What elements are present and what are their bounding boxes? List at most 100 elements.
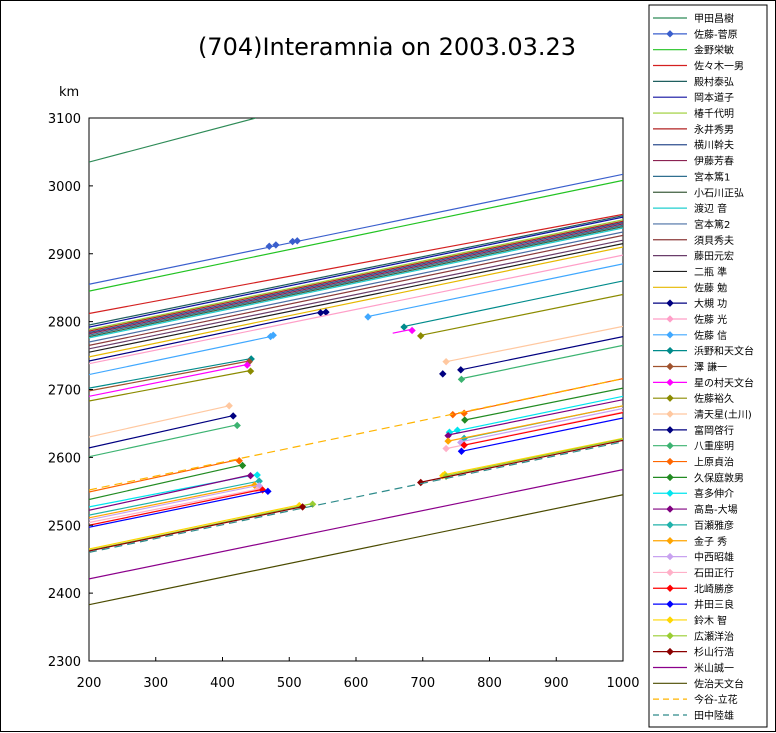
data-point-25-1 [246, 367, 255, 375]
data-point-21-3 [364, 313, 372, 321]
x-tick-label: 400 [210, 676, 235, 691]
legend-label-22: 浜野和天文台 [694, 345, 754, 358]
legend-label-26: 清天星(土川) [694, 408, 752, 421]
series-line-21-2 [369, 263, 623, 317]
series-line-6-1 [89, 216, 623, 328]
x-tick-label: 800 [477, 676, 502, 691]
y-tick-label: 2700 [48, 384, 81, 399]
data-point-25-2 [417, 332, 425, 340]
data-point-34-2 [444, 437, 452, 445]
series-line-10-1 [89, 223, 623, 335]
legend-label-4: 佐々木一男 [694, 61, 744, 73]
data-point-2-4 [293, 237, 301, 245]
series-line-22-2 [403, 280, 623, 327]
series-line-30-2 [464, 387, 623, 421]
series-line-16-1 [89, 239, 623, 350]
series-line-32-1 [89, 474, 251, 511]
series-line-41-2 [419, 439, 623, 484]
legend-marker-2 [666, 30, 674, 38]
legend-label-31: 喜多伸介 [694, 487, 734, 500]
legend-label-38: 井田三良 [694, 598, 734, 611]
series-line-14-1 [89, 231, 623, 343]
series-line-33-1 [89, 480, 260, 516]
legend-marker-31 [666, 489, 674, 497]
data-point-28-2 [457, 375, 466, 384]
legend-marker-23 [666, 362, 674, 371]
legend-label-2: 佐藤-菅原 [694, 29, 738, 41]
data-point-21-2 [269, 331, 277, 339]
legend-marker-19 [666, 299, 674, 307]
series-line-43-1 [89, 494, 623, 606]
series-line-8-1 [89, 220, 623, 332]
legend-label-32: 高島-大場 [694, 503, 738, 516]
legend-label-37: 北崎勝彦 [694, 582, 734, 595]
y-tick-label: 2400 [48, 587, 81, 602]
legend-label-3: 金野栄敏 [694, 44, 734, 57]
legend-label-15: 須貝秀夫 [694, 235, 734, 247]
y-axis-unit-label: km [59, 85, 79, 100]
legend-marker-41 [666, 647, 674, 656]
data-point-27-2 [439, 370, 447, 378]
series-line-22-1 [89, 357, 253, 389]
series-line-3-1 [89, 179, 623, 292]
data-point-37-2 [460, 441, 468, 449]
x-tick-label: 600 [344, 676, 369, 691]
data-point-2-1 [265, 242, 273, 250]
series-line-5-1 [89, 215, 623, 326]
legend-label-18: 佐藤 勉 [694, 281, 727, 294]
series-line-1-1 [89, 118, 257, 163]
series-line-36-1 [89, 488, 258, 524]
series-line-27-2 [460, 336, 623, 371]
legend-label-25: 佐藤裕久 [694, 392, 734, 405]
series-line-28-2 [461, 344, 623, 380]
data-point-24-1 [243, 361, 251, 369]
series-line-25-1 [89, 369, 251, 402]
legend-label-17: 二瓶 準 [694, 265, 727, 278]
legend-label-23: 澤 謙一 [694, 361, 727, 374]
y-tick-label: 2800 [48, 316, 81, 331]
legend-label-14: 宮本篤2 [694, 218, 730, 231]
y-tick-label: 2600 [48, 451, 81, 466]
plot-area [88, 117, 624, 662]
series-line-25-2 [421, 293, 623, 336]
data-point-26-2 [442, 357, 450, 366]
y-tick-label: 3100 [48, 112, 81, 127]
legend-label-42: 米山誠一 [694, 661, 734, 674]
legend-label-9: 横川幹夫 [694, 139, 734, 152]
x-tick-label: 900 [544, 676, 569, 691]
legend-label-13: 渡辺 音 [694, 202, 727, 215]
series-line-35-1 [89, 484, 260, 521]
legend-marker-37 [666, 584, 674, 592]
legend-marker-38 [666, 600, 674, 608]
legend-label-29: 上原貞治 [694, 456, 734, 469]
data-point-41-1 [298, 503, 307, 511]
legend-label-41: 杉山行浩 [694, 646, 734, 659]
y-tick-label: 2900 [48, 248, 81, 263]
series-line-23-1 [89, 360, 250, 392]
legend-label-27: 富岡啓行 [694, 424, 734, 437]
legend-label-30: 久保庭敦男 [694, 471, 744, 484]
series-line-26-1 [89, 405, 230, 438]
data-point-38-1 [264, 487, 272, 496]
legend-label-5: 殿村泰弘 [694, 75, 734, 88]
legend-marker-26 [666, 410, 674, 418]
legend-marker-36 [666, 568, 674, 577]
chart-title: (704)Interamnia on 2003.03.23 [198, 33, 576, 61]
legend-marker-29 [666, 457, 674, 466]
series-line-34-2 [447, 405, 623, 442]
legend-label-11: 宮本篤1 [694, 170, 730, 183]
legend-label-7: 椿千代明 [694, 107, 734, 120]
data-point-29-1 [235, 457, 243, 465]
data-point-28-1 [233, 421, 241, 430]
y-tick-label: 2300 [48, 655, 81, 670]
series-line-40-2 [445, 438, 623, 477]
legend-marker-35 [666, 552, 674, 561]
series-line-11-1 [89, 224, 623, 336]
legend-label-35: 中西昭雄 [694, 551, 734, 564]
series-line-38-1 [89, 490, 269, 528]
legend-label-43: 佐治天文台 [694, 677, 744, 690]
legend-marker-20 [666, 315, 674, 323]
legend-label-33: 百瀬雅彦 [694, 519, 734, 532]
legend-marker-21 [666, 331, 674, 339]
